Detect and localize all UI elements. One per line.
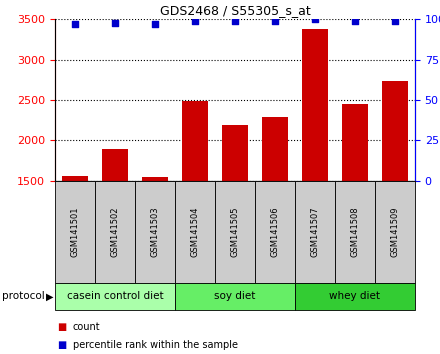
Text: GSM141503: GSM141503	[150, 206, 159, 257]
Bar	[222, 125, 248, 181]
Point	[352, 18, 359, 24]
Point	[71, 22, 78, 27]
Text: casein control diet: casein control diet	[67, 291, 163, 302]
Text: percentile rank within the sample: percentile rank within the sample	[73, 340, 238, 350]
Title: GDS2468 / S55305_s_at: GDS2468 / S55305_s_at	[160, 4, 310, 17]
Text: GSM141505: GSM141505	[231, 207, 239, 257]
Bar	[295, 181, 335, 283]
Bar	[95, 181, 135, 283]
Bar	[142, 177, 168, 181]
Text: protocol: protocol	[2, 291, 45, 302]
Point	[151, 22, 158, 27]
Text: GSM141506: GSM141506	[271, 206, 279, 257]
Bar	[382, 81, 408, 181]
Text: GSM141507: GSM141507	[311, 206, 319, 257]
Point	[111, 20, 118, 25]
Bar	[255, 181, 295, 283]
Text: ■: ■	[57, 322, 66, 332]
Text: GSM141501: GSM141501	[70, 207, 80, 257]
Point	[231, 18, 238, 24]
Bar	[55, 181, 95, 283]
Bar	[135, 181, 175, 283]
Text: whey diet: whey diet	[330, 291, 381, 302]
Text: GSM141508: GSM141508	[350, 206, 359, 257]
Bar	[62, 176, 88, 181]
Text: count: count	[73, 322, 100, 332]
Text: ■: ■	[57, 340, 66, 350]
Bar	[182, 101, 208, 181]
Text: GSM141504: GSM141504	[191, 207, 199, 257]
Point	[271, 18, 279, 24]
Bar	[175, 181, 215, 283]
Point	[392, 18, 399, 24]
Bar	[102, 149, 128, 181]
Bar	[175, 283, 295, 310]
Bar	[262, 117, 288, 181]
Bar	[335, 181, 375, 283]
Text: GSM141502: GSM141502	[110, 207, 120, 257]
Bar	[295, 283, 415, 310]
Text: GSM141509: GSM141509	[390, 207, 400, 257]
Text: soy diet: soy diet	[214, 291, 256, 302]
Bar	[375, 181, 415, 283]
Text: ▶: ▶	[46, 291, 54, 302]
Bar	[215, 181, 255, 283]
Point	[191, 18, 198, 24]
Point	[312, 17, 319, 22]
Bar	[342, 104, 368, 181]
Bar	[55, 283, 175, 310]
Bar	[302, 29, 328, 181]
